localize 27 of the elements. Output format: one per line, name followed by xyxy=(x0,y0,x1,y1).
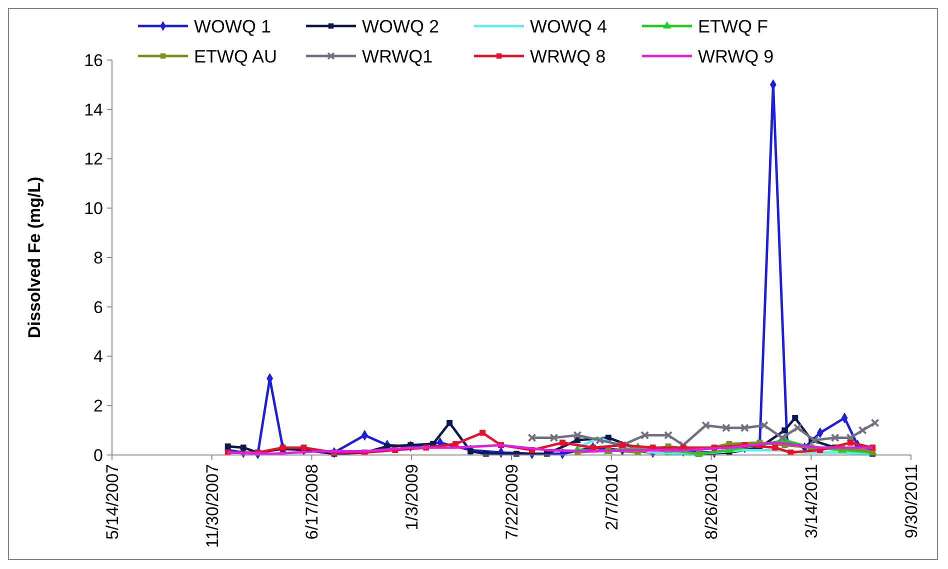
x-tick-label: 1/3/2009 xyxy=(402,464,422,530)
x-tick-label: 2/7/2010 xyxy=(602,464,622,530)
y-axis-title: Dissolved Fe (mg/L) xyxy=(25,176,44,338)
y-tick-label: 6 xyxy=(94,298,103,317)
legend-label: WRWQ1 xyxy=(362,46,433,66)
x-tick-label: 5/14/2007 xyxy=(102,464,122,540)
x-tick-label: 7/22/2009 xyxy=(502,464,522,540)
legend-label: WOWQ 1 xyxy=(194,16,271,36)
legend-label: WOWQ 4 xyxy=(530,16,607,36)
y-tick-label: 12 xyxy=(84,150,103,169)
legend-label: WOWQ 2 xyxy=(362,16,439,36)
y-tick-label: 4 xyxy=(94,347,103,366)
legend-label: WRWQ 9 xyxy=(698,46,774,66)
y-tick-label: 2 xyxy=(94,396,103,416)
y-tick-label: 14 xyxy=(84,100,103,120)
x-tick-label: 11/30/2007 xyxy=(202,464,222,548)
x-tick-label: 3/14/2011 xyxy=(802,464,822,538)
x-tick-label: 6/17/2008 xyxy=(302,464,322,540)
legend-label: ETWQ F xyxy=(698,16,768,36)
y-tick-label: 8 xyxy=(94,248,103,268)
legend-label: WRWQ 8 xyxy=(530,46,606,66)
y-tick-label: 16 xyxy=(84,50,103,70)
y-tick-label: 10 xyxy=(84,199,103,218)
x-tick-label: 9/30/2011 xyxy=(902,464,921,538)
y-tick-label: 0 xyxy=(94,446,103,465)
legend-label: ETWQ AU xyxy=(194,46,278,66)
x-tick-label: 8/26/2010 xyxy=(702,464,722,540)
